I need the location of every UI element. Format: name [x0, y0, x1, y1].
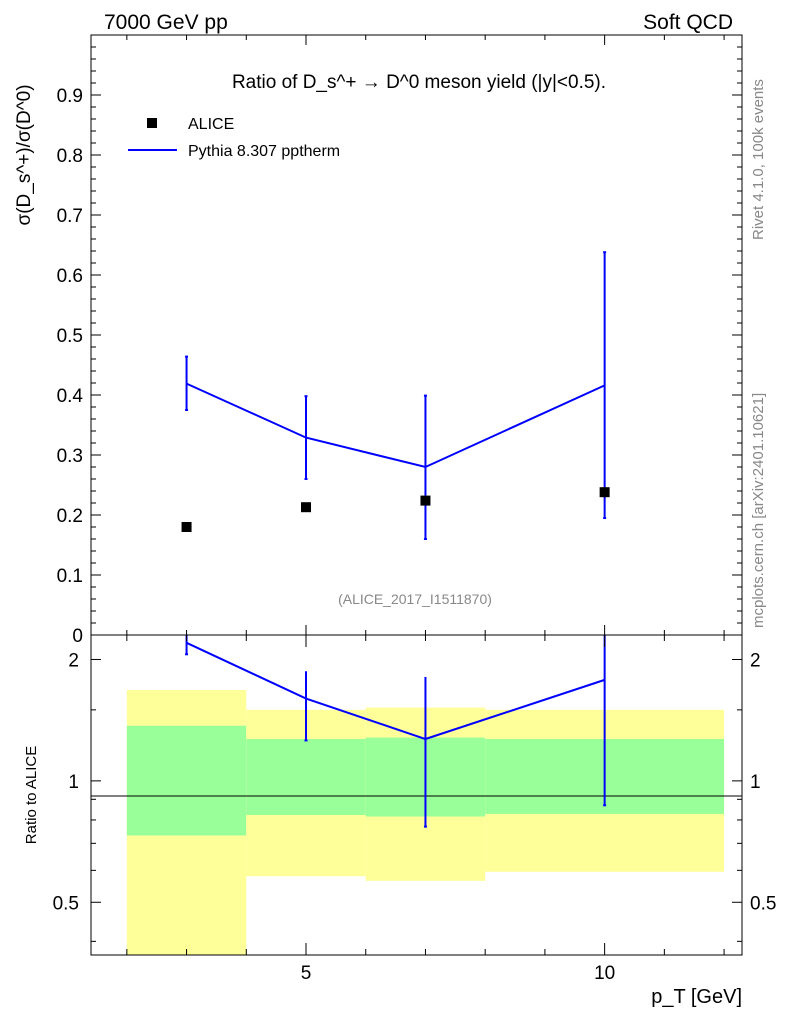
- alice-data-point: [599, 487, 610, 498]
- main-data-layer: [181, 251, 610, 540]
- ratio-pythia-line: [186, 641, 605, 741]
- ratio-y-tick-label-right: 1: [750, 772, 761, 793]
- main-y-axis: 0 0.1 0.2 0.3 0.4 0.5 0.6 0.7 0.8 0.9: [57, 35, 742, 647]
- x-tick-label: 5: [301, 963, 312, 984]
- ratio-y-tick-label-right: 2: [750, 650, 761, 671]
- alice-data-point: [301, 502, 312, 513]
- chart-title: Ratio of D_s^+ → D^0 meson yield (|y|<0.…: [232, 72, 606, 93]
- energy-label: 7000 GeV pp: [104, 11, 228, 34]
- ratio-data-layer: [185, 635, 607, 828]
- ratio-y-tick-label: 2: [68, 650, 79, 671]
- main-y-axis-label: σ(D_s^+)/σ(D^0): [14, 84, 35, 225]
- main-y-tick-label: 0: [72, 626, 83, 647]
- main-y-tick-label: 0.8: [57, 146, 83, 167]
- legend: ALICE Pythia 8.307 pptherm: [128, 116, 340, 160]
- ratio-axes: 0.5 0.5 1 1 2 2 5 10: [53, 635, 776, 984]
- main-y-tick-label: 0.4: [57, 386, 84, 407]
- main-y-tick-label: 0.7: [57, 206, 83, 227]
- main-y-tick-label: 0.9: [57, 86, 83, 107]
- pythia-line: [186, 382, 606, 469]
- alice-data-point: [181, 522, 192, 532]
- ratio-band-1sigma: [126, 725, 247, 836]
- main-y-tick-label: 0.3: [57, 446, 83, 467]
- x-axis-label: p_T [GeV]: [651, 986, 742, 1008]
- ratio-frame: [90, 634, 743, 956]
- main-y-tick-label: 0.2: [57, 506, 83, 527]
- ratio-y-axis-label: Ratio to ALICE: [23, 746, 40, 844]
- alice-data-point: [420, 495, 431, 506]
- ratio-y-tick-label-right: 0.5: [750, 893, 776, 914]
- main-y-tick-label: 0.6: [57, 266, 83, 287]
- mcplots-label: mcplots.cern.ch [arXiv:2401.10621]: [750, 393, 767, 628]
- main-panel: 0 0.1 0.2 0.3 0.4 0.5 0.6 0.7 0.8 0.9 Ratio of D_…: [14, 34, 743, 647]
- ratio-band-1sigma: [246, 739, 366, 815]
- analysis-id: (ALICE_2017_I1511870): [338, 591, 492, 607]
- ratio-y-tick-label: 0.5: [53, 893, 79, 914]
- x-tick-label: 10: [594, 963, 615, 984]
- legend-pythia-label: Pythia 8.307 pptherm: [188, 143, 340, 160]
- legend-alice-marker: [147, 118, 157, 128]
- rivet-version-label: Rivet 4.1.0, 100k events: [750, 79, 767, 240]
- category-label: Soft QCD: [643, 11, 733, 34]
- ratio-panel: 0.5 0.5 1 1 2 2 5 10 Ratio to ALICE p_T [GeV]: [23, 634, 776, 1008]
- main-y-tick-label: 0.5: [57, 326, 83, 347]
- ratio-y-tick-label: 1: [68, 772, 79, 793]
- main-y-tick-label: 0.1: [57, 566, 83, 587]
- legend-alice-label: ALICE: [188, 116, 234, 133]
